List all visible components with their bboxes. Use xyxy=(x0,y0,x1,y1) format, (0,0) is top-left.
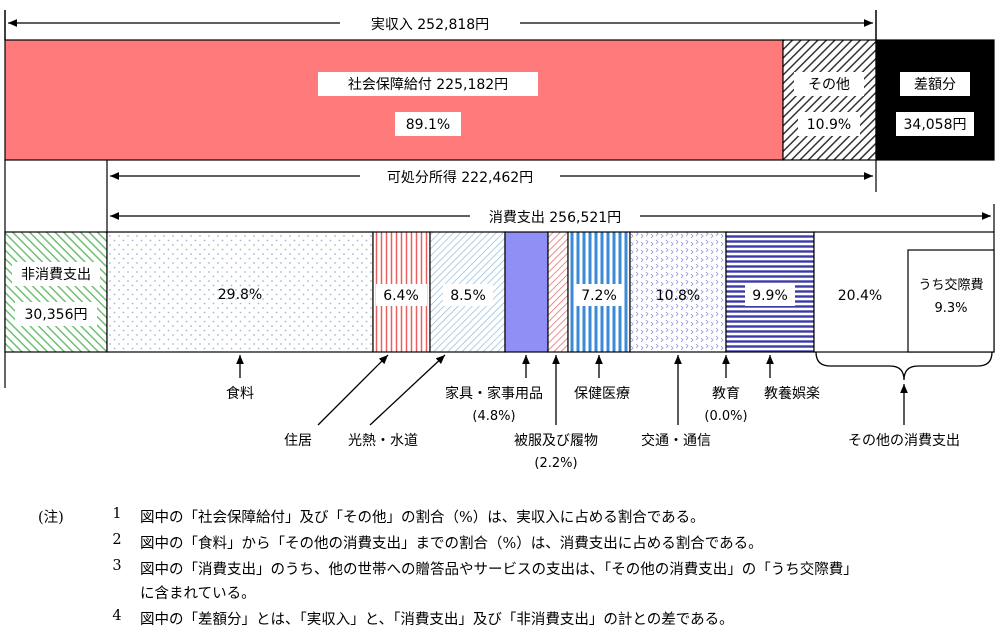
culture-pct-box xyxy=(745,284,795,306)
difference-value-box xyxy=(896,112,974,136)
non-consumption-value-box xyxy=(15,302,97,326)
furniture-pct-label: (4.8%) xyxy=(472,409,515,424)
income-other-label-box xyxy=(794,72,864,96)
difference-label-box xyxy=(900,72,970,96)
bar-non-consumption xyxy=(4,231,108,353)
bar-social-security xyxy=(4,39,784,161)
notes-heading: (注) xyxy=(38,510,64,526)
food-label: 食料 xyxy=(226,385,254,402)
entertainment-sub-pct: 9.3% xyxy=(934,301,967,316)
housing-pct: 6.4% xyxy=(383,288,419,304)
transport-pct: 10.8% xyxy=(656,288,700,304)
housing-pct-box xyxy=(376,284,427,306)
income-other-pct: 10.9% xyxy=(807,117,851,133)
utilities-pct: 8.5% xyxy=(450,288,486,304)
utilities-arrow xyxy=(369,354,446,426)
medical-pct: 7.2% xyxy=(581,288,617,304)
housing-label: 住居 xyxy=(284,433,312,449)
note-number: 3 xyxy=(112,558,122,574)
income-span-label: 実収入 252,818円 xyxy=(371,17,489,33)
bar-furniture xyxy=(504,231,549,353)
social-security-label-box xyxy=(318,72,538,96)
note-number: 2 xyxy=(112,532,122,548)
consumption-label: 消費支出 256,521円 xyxy=(489,210,621,226)
household-budget-chart: 実収入 252,818円 社会保障給付 225,182円 89.1% その他 1… xyxy=(4,10,995,471)
income-other-pct-box xyxy=(798,112,860,136)
social-security-pct-box xyxy=(395,112,461,136)
social-security-pct: 89.1% xyxy=(406,117,450,133)
note-text-continued: に含まれている。 xyxy=(140,586,256,602)
note-text: 図中の「消費支出」のうち、他の世帯への贈答品やサービスの支出は、「その他の消費支… xyxy=(140,562,858,578)
income-other-label: その他 xyxy=(808,77,850,93)
culture-pct: 9.9% xyxy=(752,288,788,304)
education-pct-label: (0.0%) xyxy=(704,409,747,424)
furniture-label: 家具・家事用品 xyxy=(445,385,543,402)
note-number: 4 xyxy=(112,608,122,624)
bar-transport xyxy=(629,231,727,353)
utilities-label: 光熱・水道 xyxy=(348,433,418,449)
utilities-pct-box xyxy=(443,284,493,306)
bar-income-other xyxy=(782,39,877,161)
housing-arrow xyxy=(317,354,389,426)
note-text: 図中の「差額分」とは、「実収入」と、「消費支出」及び「非消費支出」の計との差であ… xyxy=(140,612,734,628)
transport-label: 交通・通信 xyxy=(641,432,711,449)
culture-label: 教養娯楽 xyxy=(764,385,820,402)
clothing-label: 被服及び履物 xyxy=(514,433,598,449)
medical-pct-box xyxy=(574,284,624,306)
other-consumption-label: その他の消費支出 xyxy=(848,433,960,449)
note-text: 図中の「社会保障給付」及び「その他」の割合（%）は、実収入に占める割合である。 xyxy=(140,510,705,526)
medical-label: 保健医療 xyxy=(574,385,630,402)
education-label: 教育 xyxy=(712,386,740,402)
other-consumption-brace xyxy=(815,351,993,381)
bar-difference xyxy=(875,39,995,161)
non-consumption-label: 非消費支出 xyxy=(21,267,91,283)
bar-clothing xyxy=(547,231,569,353)
food-pct: 29.8% xyxy=(218,287,262,303)
note-number: 1 xyxy=(112,506,122,522)
entertainment-sub-box xyxy=(907,249,995,353)
non-consumption-label-box xyxy=(12,262,100,286)
social-security-label: 社会保障給付 225,182円 xyxy=(348,77,508,93)
clothing-pct-label: (2.2%) xyxy=(534,456,577,471)
non-consumption-value: 30,356円 xyxy=(25,307,88,323)
other-consumption-pct: 20.4% xyxy=(838,288,882,304)
difference-label: 差額分 xyxy=(914,77,956,93)
entertainment-sub-label: うち交際費 xyxy=(918,277,983,293)
disposable-label: 可処分所得 222,462円 xyxy=(387,169,533,186)
difference-value: 34,058円 xyxy=(904,117,967,133)
note-text: 図中の「食料」から「その他の消費支出」までの割合（%）は、消費支出に占める割合で… xyxy=(140,536,763,552)
bar-food xyxy=(106,231,374,353)
